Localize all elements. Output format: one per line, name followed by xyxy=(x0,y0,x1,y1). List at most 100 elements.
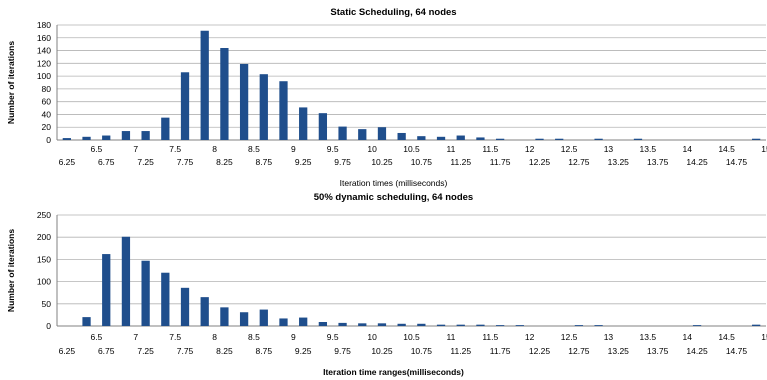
chart2-y-tick-label: 150 xyxy=(37,254,51,264)
chart1-x-tick-label: 13.75 xyxy=(647,157,669,167)
chart2-bar xyxy=(121,236,131,326)
chart2-bar xyxy=(495,325,505,326)
chart2-x-tick-label: 12.75 xyxy=(568,346,590,356)
chart2-x-axis-title: Iteration time ranges(milliseconds) xyxy=(323,367,464,377)
chart2-y-tick-label: 250 xyxy=(37,210,51,220)
chart1-x-tick-label: 13.25 xyxy=(608,157,630,167)
chart2-bar xyxy=(161,272,170,326)
chart1-bar xyxy=(555,138,564,140)
chart1-bar xyxy=(220,48,229,140)
chart2-bar xyxy=(102,254,111,326)
chart1-bar xyxy=(752,138,761,140)
chart2-x-tick-label: 13.5 xyxy=(640,332,657,342)
chart1-x-tick-label: 10.25 xyxy=(371,157,393,167)
chart2-x-tick-label: 8.5 xyxy=(248,332,260,342)
chart1-x-tick-label: 10.5 xyxy=(403,144,420,154)
chart2-x-tick-label: 7 xyxy=(133,332,138,342)
chart1-y-tick-label: 40 xyxy=(42,109,52,119)
chart1-x-tick-label: 10 xyxy=(367,144,377,154)
chart1-bar xyxy=(161,117,170,140)
chart1-bar xyxy=(239,63,249,140)
chart1-bar xyxy=(121,131,131,140)
chart2-x-tick-label: 12.25 xyxy=(529,346,551,356)
chart2-x-tick-label: 14.25 xyxy=(686,346,708,356)
chart2-bar xyxy=(338,322,347,326)
chart1-y-tick-label: 140 xyxy=(37,46,51,56)
chart2-bar xyxy=(397,323,406,326)
chart1-bar xyxy=(358,129,367,140)
chart1-x-tick-label: 14.75 xyxy=(726,157,748,167)
chart1-bar xyxy=(436,136,446,140)
chart2-x-tick-label: 9.5 xyxy=(327,332,339,342)
chart1-x-tick-label: 14.5 xyxy=(718,144,735,154)
chart1-bar xyxy=(82,136,91,140)
chart1-y-tick-label: 80 xyxy=(42,84,52,94)
chart1-bar xyxy=(200,30,209,140)
chart2-x-tick-label: 8.75 xyxy=(256,346,273,356)
chart2-bar xyxy=(692,325,702,326)
chart2-x-tick-label: 10 xyxy=(367,332,377,342)
chart1-y-tick-label: 160 xyxy=(37,33,51,43)
chart1-bar xyxy=(180,72,190,140)
chart2-bar xyxy=(200,297,209,326)
chart1-x-tick-label: 6.5 xyxy=(90,144,102,154)
chart2-x-tick-label: 13.25 xyxy=(608,346,630,356)
chart1-bar xyxy=(495,138,505,140)
chart1-bar xyxy=(259,74,268,140)
chart2-x-tick-label: 10.75 xyxy=(411,346,433,356)
chart1-x-tick-label: 7 xyxy=(133,144,138,154)
chart2-bar xyxy=(358,323,367,326)
chart1-x-tick-label: 13.5 xyxy=(640,144,657,154)
chart1-bar xyxy=(594,138,603,140)
chart2-bar xyxy=(318,322,328,326)
chart1-bar xyxy=(141,131,150,140)
chart2-x-tick-label: 11 xyxy=(446,332,455,342)
chart1-y-axis-title: Number of iterations xyxy=(6,41,16,124)
chart2-bar xyxy=(456,324,465,326)
chart2-x-tick-label: 6.5 xyxy=(90,332,102,342)
chart1-x-tick-label: 6.25 xyxy=(59,157,76,167)
chart1-x-tick-label: 11 xyxy=(446,144,455,154)
chart1-x-tick-label: 9.5 xyxy=(327,144,339,154)
chart2-x-tick-label: 6.75 xyxy=(98,346,115,356)
chart1-bar xyxy=(318,113,328,140)
chart1-x-tick-label: 6.75 xyxy=(98,157,115,167)
chart1-x-tick-label: 12 xyxy=(525,144,535,154)
chart1-y-tick-label: 0 xyxy=(46,135,51,145)
chart2-x-tick-label: 9.25 xyxy=(295,346,312,356)
chart1-bar xyxy=(62,138,71,140)
chart2-x-tick-label: 11.75 xyxy=(490,346,511,356)
chart1-x-tick-label: 15 xyxy=(761,144,767,154)
chart2-x-tick-label: 13 xyxy=(604,332,614,342)
chart1-x-tick-label: 11.25 xyxy=(450,157,471,167)
chart1-x-tick-label: 9.75 xyxy=(334,157,351,167)
chart1-bar xyxy=(633,138,643,140)
chart1-y-tick-label: 120 xyxy=(37,58,51,68)
chart1-x-tick-label: 12.75 xyxy=(568,157,590,167)
chart2-x-tick-label: 7.75 xyxy=(177,346,194,356)
chart2-x-tick-label: 6.25 xyxy=(59,346,76,356)
chart2-y-tick-label: 200 xyxy=(37,232,51,242)
chart2-bar xyxy=(82,317,91,326)
chart1-x-tick-label: 11.75 xyxy=(490,157,511,167)
chart1-x-tick-label: 8.25 xyxy=(216,157,233,167)
chart1-bar xyxy=(397,132,406,140)
chart2-bar xyxy=(377,323,387,326)
chart1-y-tick-label: 180 xyxy=(37,20,51,30)
chart2-x-tick-label: 14.5 xyxy=(718,332,735,342)
chart2-y-tick-label: 50 xyxy=(42,299,52,309)
chart1-bar xyxy=(417,136,426,140)
chart1-bar xyxy=(377,127,387,140)
chart1-x-tick-label: 8 xyxy=(212,144,217,154)
chart2-bar xyxy=(417,323,426,326)
chart1-x-tick-label: 8.75 xyxy=(256,157,273,167)
chart1-x-tick-label: 7.75 xyxy=(177,157,194,167)
chart1-bar xyxy=(279,81,288,140)
chart2-bar xyxy=(752,324,761,326)
chart1-bar xyxy=(476,137,485,140)
chart1-x-tick-label: 7.25 xyxy=(137,157,154,167)
chart2-x-tick-label: 9 xyxy=(291,332,296,342)
chart2-x-tick-label: 12.5 xyxy=(561,332,578,342)
chart2-x-tick-label: 14 xyxy=(682,332,692,342)
